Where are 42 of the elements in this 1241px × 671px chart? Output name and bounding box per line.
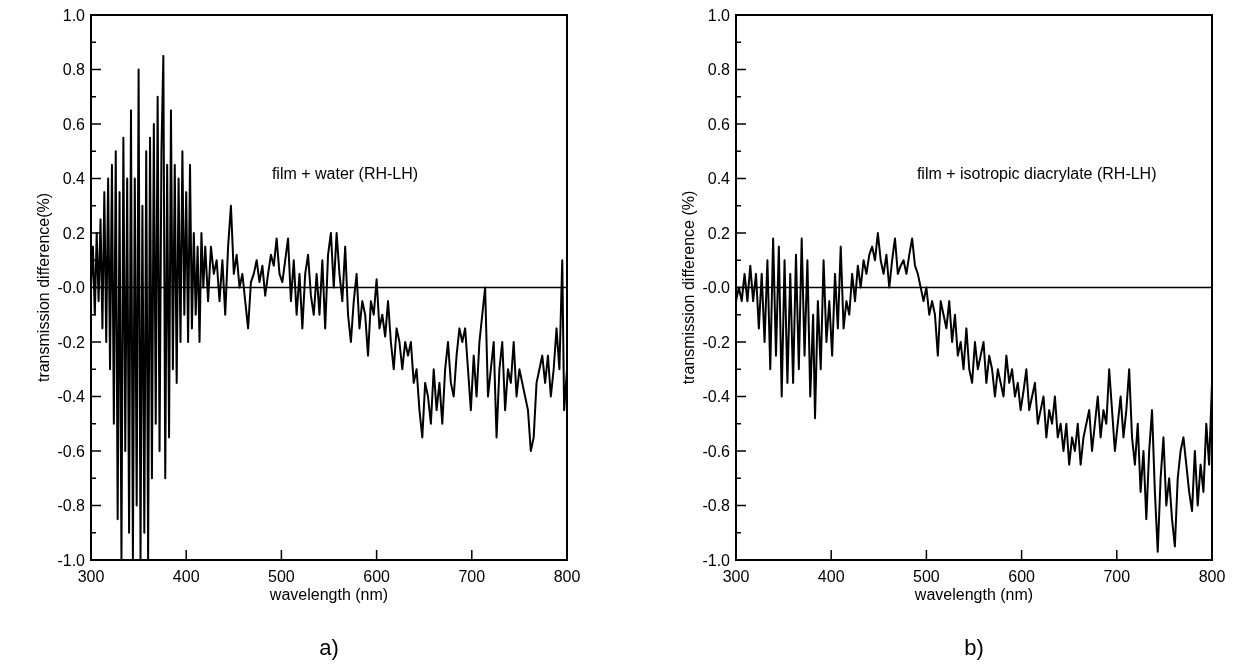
y-tick-label: -0.2	[57, 333, 86, 351]
y-tick-label: 0.6	[62, 115, 86, 133]
x-tick-label: 800	[1198, 568, 1226, 585]
y-tick-label: -0.4	[57, 388, 86, 406]
y-axis-title: transmission difference(%)	[35, 192, 52, 383]
x-tick-label: 400	[817, 568, 845, 585]
x-tick-label: 600	[363, 568, 391, 585]
x-axis-title: wavelength (nm)	[913, 586, 1034, 603]
y-tick-label: 1.0	[707, 6, 731, 24]
annotation: film + isotropic diacrylate (RH-LH)	[916, 164, 1157, 182]
x-tick-label: 800	[553, 568, 581, 585]
annotation: film + water (RH-LH)	[271, 164, 419, 182]
y-tick-label: 0.2	[707, 224, 731, 242]
y-tick-label: -0.2	[702, 333, 731, 351]
y-tick-label: -0.6	[57, 442, 86, 460]
y-tick-label: -0.6	[702, 442, 731, 460]
y-tick-label: -0.4	[702, 388, 731, 406]
x-tick-label: 700	[1103, 568, 1131, 585]
x-tick-label: 300	[77, 568, 105, 585]
x-tick-label: 500	[913, 568, 940, 585]
text: a)	[319, 635, 339, 660]
x-tick-label: 700	[458, 568, 486, 585]
y-tick-label: -0.8	[702, 497, 731, 515]
y-tick-label: 0.4	[62, 170, 86, 188]
x-tick-label: 300	[722, 568, 750, 585]
y-tick-label: 1.0	[62, 6, 86, 24]
x-tick-label: 500	[268, 568, 295, 585]
y-tick-label: -1.0	[702, 551, 731, 569]
y-tick-label: -0.8	[57, 497, 86, 515]
y-tick-label: -1.0	[57, 551, 86, 569]
x-tick-label: 400	[172, 568, 200, 585]
y-tick-label: -0.0	[57, 279, 86, 297]
y-tick-label: 0.4	[707, 170, 731, 188]
y-tick-label: 0.8	[707, 61, 731, 79]
y-tick-label: -0.0	[702, 279, 731, 297]
x-tick-label: 600	[1008, 568, 1036, 585]
text: b)	[964, 635, 984, 660]
y-tick-label: 0.2	[62, 224, 86, 242]
y-axis-title: transmission difference (%)	[680, 190, 697, 385]
y-tick-label: 0.8	[62, 61, 86, 79]
x-axis-title: wavelength (nm)	[268, 586, 389, 603]
y-tick-label: 0.6	[707, 115, 731, 133]
